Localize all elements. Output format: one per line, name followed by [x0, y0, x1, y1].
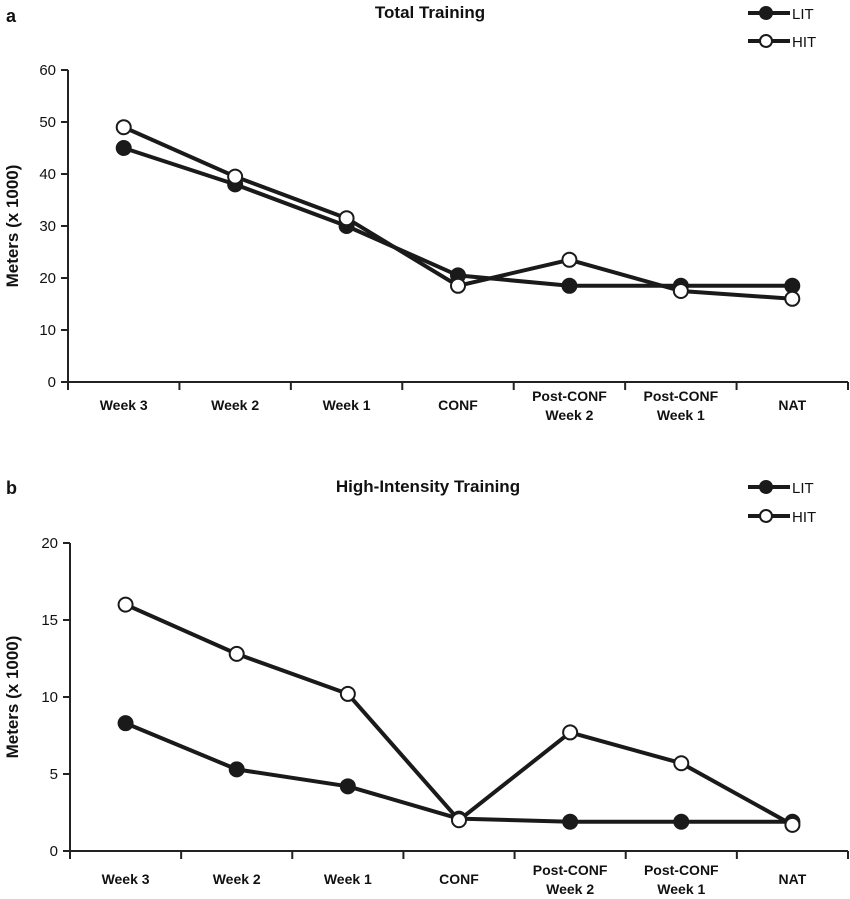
x-tick-label-line: CONF [438, 397, 478, 413]
x-tick-label-line: Post-CONF [533, 862, 608, 878]
x-tick-label-line: Week 1 [324, 871, 372, 887]
y-tick-label: 30 [39, 218, 56, 235]
data-point-lit [339, 778, 356, 795]
y-tick-label: 20 [39, 270, 56, 287]
y-tick-label: 40 [39, 166, 56, 183]
chart-panel-b: b High-Intensity Training Meters (x 1000) 0… [3, 477, 849, 897]
chart-title: High-Intensity Training [336, 477, 520, 496]
x-tick-label-line: Post-CONF [644, 388, 719, 404]
chart-title: Total Training [375, 3, 485, 22]
data-point-hit [562, 724, 579, 741]
x-tick-label-line: Week 2 [211, 397, 259, 413]
panel-letter: b [6, 478, 17, 498]
chart-panel-a: a Total Training Meters (x 1000) 0 10 20 30 40 5… [3, 3, 849, 423]
data-point-lit [115, 140, 132, 156]
panel-letter: a [6, 6, 17, 26]
x-tick-label: Post-CONF Week 1 [644, 388, 719, 423]
legend-marker-hit [759, 509, 773, 523]
x-tick-label: NAT [778, 397, 806, 413]
data-point-hit [338, 210, 355, 227]
data-point-lit [673, 813, 690, 830]
x-tick-label: Post-CONF Week 2 [532, 388, 607, 423]
data-point-lit [117, 715, 134, 732]
x-tick-label-line: Week 3 [102, 871, 150, 887]
legend-marker-hit [759, 34, 773, 48]
x-tick-label-line: NAT [779, 871, 807, 887]
data-point-hit [784, 816, 801, 833]
data-point-hit [228, 645, 245, 662]
x-tick-label: Week 2 [213, 871, 261, 887]
data-point-lit [228, 761, 245, 778]
x-tick-label-line: Week 1 [323, 397, 371, 413]
x-tick-label: Week 3 [102, 871, 150, 887]
x-tick-label-line: Week 1 [657, 881, 705, 897]
legend-label-lit: LIT [792, 6, 814, 23]
y-tick-label: 10 [39, 322, 56, 339]
y-axis-label: Meters (x 1000) [3, 165, 22, 288]
x-tick-label: Week 2 [211, 397, 259, 413]
data-point-hit [227, 168, 244, 185]
legend-label-hit: HIT [792, 34, 816, 51]
x-tick-label: CONF [438, 397, 478, 413]
data-point-hit [115, 119, 132, 136]
data-point-hit [451, 812, 467, 829]
x-tick-label-line: Week 2 [546, 881, 594, 897]
x-tick-label-line: Post-CONF [532, 388, 607, 404]
data-point-lit [784, 277, 801, 294]
data-point-hit [673, 755, 690, 772]
y-axis-label: Meters (x 1000) [3, 636, 22, 759]
x-tick-label-line: Week 2 [213, 871, 261, 887]
series-line-lit [121, 146, 795, 288]
x-tick-label: Post-CONF Week 2 [533, 862, 608, 897]
data-point-hit [339, 685, 356, 702]
legend-label-hit: HIT [792, 509, 816, 526]
x-tick-label: NAT [779, 871, 807, 887]
data-point-hit [561, 251, 578, 268]
x-tick-label: Week 1 [323, 397, 371, 413]
y-tick-label: 60 [39, 62, 56, 79]
x-tick-label-line: Post-CONF [644, 862, 719, 878]
data-point-hit [784, 290, 801, 307]
legend-label-lit: LIT [792, 480, 814, 497]
x-tick-label-line: NAT [778, 397, 806, 413]
y-tick-label: 10 [41, 689, 58, 706]
data-point-lit [561, 277, 578, 294]
data-point-lit [562, 813, 579, 830]
legend-marker-lit [759, 6, 773, 20]
y-tick-label: 5 [50, 766, 58, 783]
y-tick-label: 0 [48, 374, 56, 391]
y-tick-label: 50 [39, 114, 56, 131]
x-tick-label-line: Week 3 [100, 397, 148, 413]
series-line-lit [123, 721, 795, 824]
data-point-hit [450, 277, 466, 294]
x-tick-label-line: CONF [439, 871, 479, 887]
series-line-hit [123, 602, 795, 827]
y-tick-label: 15 [41, 612, 58, 629]
x-tick-label-line: Week 1 [657, 407, 705, 423]
x-tick-label: Post-CONF Week 1 [644, 862, 719, 897]
x-tick-label-line: Week 2 [545, 407, 593, 423]
legend-marker-lit [759, 480, 773, 494]
y-tick-label: 20 [41, 535, 58, 552]
y-tick-label: 0 [50, 843, 58, 860]
x-tick-label: Week 3 [100, 397, 148, 413]
x-tick-label: Week 1 [324, 871, 372, 887]
data-point-hit [117, 596, 134, 613]
x-tick-label: CONF [439, 871, 479, 887]
data-point-hit [672, 283, 689, 299]
